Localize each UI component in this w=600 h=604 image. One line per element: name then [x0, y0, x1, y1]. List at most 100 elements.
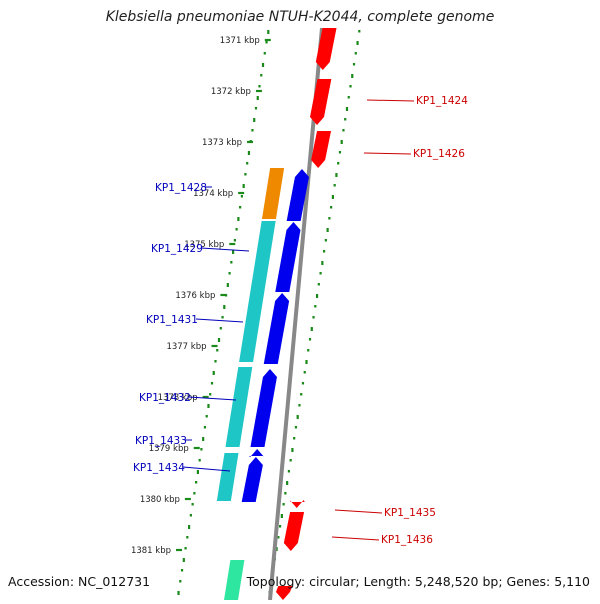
gc-dot-outer: [308, 338, 312, 341]
gc-dot-outer: [315, 294, 319, 298]
gene-label-reverse: KP1_1436: [381, 534, 433, 546]
tick-label: 1380 kbp: [140, 495, 180, 505]
gc-dot-outer: [352, 63, 356, 66]
gc-dot-inner: [263, 52, 266, 55]
gc-dot-inner: [242, 184, 245, 188]
gc-dot-outer: [333, 184, 336, 187]
gc-dot-inner: [219, 327, 222, 330]
gc-dot-inner: [184, 547, 187, 550]
gene-label-reverse: KP1_1435: [384, 507, 436, 519]
gene-label-forward: KP1_1429: [151, 243, 203, 255]
tick-label: 1372 kbp: [211, 87, 251, 97]
tick-label: 1377 kbp: [166, 342, 206, 352]
gc-dot-inner: [265, 41, 268, 44]
gc-dot-inner: [253, 118, 256, 122]
gc-dot-outer: [331, 195, 334, 199]
gc-dotted-tracks: [177, 30, 361, 595]
cds-block-green: [224, 560, 245, 600]
gc-dot-outer: [294, 426, 298, 429]
gc-dot-inner: [195, 481, 198, 484]
gene-label-forward: KP1_1432: [139, 392, 191, 404]
gene-label-reverse: KP1_1424: [416, 95, 468, 107]
gc-dot-outer: [319, 272, 322, 275]
leader-line: [200, 247, 250, 252]
gc-dot-outer: [286, 481, 289, 485]
gc-dot-inner: [209, 393, 212, 396]
gc-dot-inner: [182, 558, 185, 562]
gc-dot-outer: [282, 503, 285, 506]
gc-dot-inner: [214, 360, 217, 363]
gene-arrow-red: [283, 512, 305, 551]
gc-dot-inner: [203, 426, 207, 429]
gc-dot-inner: [196, 470, 199, 474]
gc-dot-inner: [212, 371, 215, 375]
tick-label: 1376 kbp: [175, 291, 215, 301]
gc-dot-outer: [321, 261, 324, 265]
gene-arrow-red: [276, 586, 293, 600]
backbone-line: [268, 27, 324, 601]
gc-dot-inner: [200, 448, 203, 451]
gc-dot-outer: [314, 305, 317, 308]
gc-dot-outer: [351, 74, 354, 78]
gene-arrows: [241, 28, 337, 600]
gc-dot-outer: [338, 151, 342, 154]
gc-dot-inner: [188, 525, 191, 529]
cds-block-cyan-1: [239, 221, 276, 362]
gc-dot-inner: [221, 316, 224, 319]
gc-dot-outer: [307, 349, 310, 352]
gc-dot-outer: [356, 41, 359, 45]
gc-dot-outer: [328, 217, 331, 220]
gc-dot-outer: [358, 30, 361, 33]
gene-arrow-blue: [241, 457, 263, 502]
gc-dot-inner: [251, 129, 254, 132]
gc-dot-inner: [205, 415, 208, 418]
gc-dot-outer: [310, 327, 313, 331]
gc-dot-inner: [230, 261, 233, 264]
gc-dot-outer: [277, 536, 280, 539]
map-title: Klebsiella pneumoniae NTUH-K2044, comple…: [105, 9, 495, 25]
gc-dot-outer: [301, 382, 305, 385]
gene-label-forward: KP1_1428: [155, 182, 207, 194]
tick-label: 1379 kbp: [149, 444, 189, 454]
gc-dot-outer: [296, 415, 299, 419]
gc-dot-outer: [287, 470, 290, 473]
gc-dot-outer: [305, 360, 308, 364]
accession-text: Accession: NC_012731: [8, 574, 151, 589]
gc-dot-inner: [267, 30, 270, 34]
gc-dot-outer: [349, 85, 352, 88]
gene-arrow-red: [289, 500, 305, 508]
tick-label: 1381 kbp: [131, 546, 171, 556]
gene-label-forward: KP1_1431: [146, 314, 198, 326]
gc-dot-outer: [344, 118, 347, 121]
gc-dot-inner: [232, 250, 235, 254]
gc-dot-outer: [289, 459, 292, 462]
gc-dot-inner: [216, 349, 219, 352]
leader-line: [334, 509, 383, 514]
cds-block-cyan-2: [225, 367, 253, 447]
gc-dot-outer: [335, 173, 338, 177]
gc-dot-inner: [191, 503, 194, 506]
gc-dot-inner: [198, 459, 201, 462]
leader-line: [331, 536, 380, 541]
gc-dot-outer: [279, 525, 282, 528]
gc-dot-outer: [312, 316, 315, 319]
gc-dot-outer: [340, 140, 343, 144]
gc-dot-inner: [202, 437, 205, 441]
gene-arrow-red: [315, 28, 337, 70]
gc-dot-inner: [180, 569, 184, 572]
gc-dot-outer: [354, 52, 357, 55]
gc-dot-inner: [179, 580, 182, 583]
gc-dot-outer: [326, 228, 329, 232]
cds-block-orange: [261, 168, 285, 219]
leader-line: [366, 99, 415, 102]
gc-dot-outer: [337, 162, 340, 165]
gene-arrow-red: [311, 131, 332, 168]
cds-block-cyan-3: [216, 453, 239, 501]
gc-dot-inner: [258, 85, 261, 88]
gc-dot-outer: [298, 404, 301, 407]
gc-dot-outer: [330, 206, 333, 209]
leader-line: [182, 466, 231, 472]
tick-label: 1374 kbp: [193, 189, 233, 199]
gene-arrow-blue: [286, 169, 309, 221]
gc-dot-outer: [345, 107, 349, 111]
